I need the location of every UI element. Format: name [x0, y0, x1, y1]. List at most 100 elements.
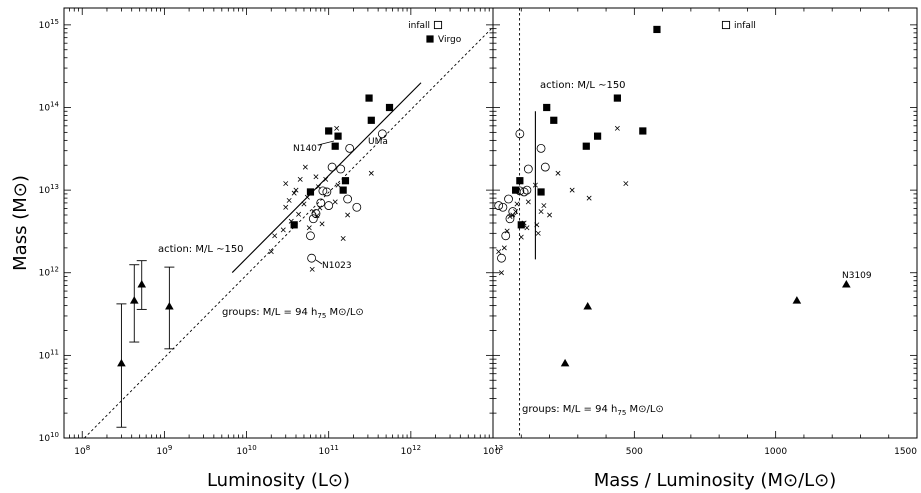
data-point-open-circle [336, 164, 346, 174]
x-axis-label-right: Mass / Luminosity (M⊙/L⊙) [594, 470, 837, 491]
data-point-filled-triangle [137, 280, 147, 288]
data-point-cross [291, 190, 297, 196]
right-panel: 0 500 1000 1500 Mass / Luminosity (M⊙/L⊙) inf… [492, 7, 918, 491]
data-point-filled-square [365, 94, 373, 102]
y-tick-label: 1010 [39, 431, 59, 444]
data-point-open-circle [523, 164, 533, 174]
x-tick-label: 1500 [894, 447, 917, 457]
data-point-open-circle [377, 129, 387, 139]
y-axis-label: Mass (M⊙) [10, 175, 31, 271]
data-point-open-circle [345, 143, 355, 153]
data-point-cross [504, 228, 510, 234]
data-point-cross [541, 203, 547, 209]
y-tick-label: 1015 [39, 18, 59, 31]
data-point-cross [368, 170, 374, 176]
data-point-cross [306, 225, 312, 231]
x-axis-label: Luminosity (L⊙) [207, 470, 350, 491]
data-point-cross [340, 235, 346, 241]
y-tick-label: 1011 [39, 348, 59, 361]
groups-annotation: groups: M/L = 94 h75 M⊙/L⊙ [222, 307, 364, 320]
x-tick-label: 1000 [764, 447, 787, 457]
data-point-cross [524, 225, 530, 231]
label-n1023: N1023 [322, 261, 352, 271]
data-point-cross [496, 249, 502, 255]
data-point-filled-square [339, 186, 347, 194]
data-point-cross [302, 164, 308, 170]
data-point-filled-square [543, 103, 551, 112]
data-point-open-circle [308, 214, 318, 224]
label-n3109: N3109 [842, 271, 872, 281]
y-tick-label: 1013 [39, 183, 59, 196]
data-point-filled-triangle [129, 296, 139, 304]
data-point-cross [317, 205, 323, 211]
data-point-filled-square [582, 142, 590, 150]
data-point-cross [569, 187, 575, 193]
data-point-cross [538, 209, 544, 215]
action-annotation: action: M/L ∼150 [158, 244, 244, 255]
legend-infall-marker [433, 20, 443, 30]
data-point-open-circle [498, 202, 508, 212]
data-point-filled-square [367, 116, 375, 124]
data-point-cross [510, 212, 516, 218]
legend-virgo-label: Virgo [438, 35, 462, 45]
data-point-cross [513, 209, 519, 215]
data-point-filled-square [639, 127, 647, 135]
data-point-cross [507, 213, 513, 219]
data-point-filled-square [331, 142, 339, 150]
data-point-cross [268, 249, 274, 255]
data-point-cross [315, 184, 321, 190]
data-point-filled-square [653, 25, 661, 34]
data-point-cross [283, 204, 289, 210]
legend-infall-label: infall [408, 21, 430, 31]
data-point-cross [498, 270, 504, 276]
data-point-open-circle [352, 202, 362, 212]
data-point-cross [296, 211, 302, 217]
data-point-filled-square [593, 132, 602, 140]
right-frame [492, 7, 918, 439]
x-tick-label: 109 [156, 444, 172, 457]
data-point-open-circle [515, 129, 525, 139]
data-point-open-circle [307, 253, 317, 263]
data-point-cross [319, 221, 325, 227]
data-point-filled-square [516, 177, 524, 185]
data-point-filled-triangle [792, 296, 802, 304]
data-point-cross [286, 197, 292, 203]
data-point-cross [311, 209, 317, 215]
data-point-open-circle [343, 194, 353, 204]
groups-ml-line [83, 26, 494, 439]
label-uma: UMa [368, 137, 388, 147]
data-point-cross [586, 195, 592, 201]
n1407-pointer [317, 140, 335, 146]
data-point-open-circle [494, 201, 504, 210]
data-point-cross [518, 234, 524, 240]
n1023-pointer [315, 259, 323, 265]
data-point-open-circle [497, 253, 506, 263]
legend-virgo-marker [426, 35, 434, 43]
data-point-cross [501, 245, 507, 251]
data-point-filled-square [325, 127, 333, 135]
data-point-filled-square [334, 132, 342, 140]
x-tick-label: 1010 [236, 444, 256, 457]
action-annotation-right: action: M/L ∼150 [540, 80, 626, 91]
data-point-open-circle [505, 214, 515, 224]
data-point-cross [521, 220, 527, 226]
data-point-open-circle [540, 162, 550, 172]
data-point-filled-triangle [842, 280, 851, 288]
data-point-open-circle [504, 194, 513, 204]
y-tick-label: 1012 [39, 266, 59, 279]
groups-annotation-right: groups: M/L = 94 h75 M⊙/L⊙ [522, 404, 664, 417]
data-point-filled-square [290, 221, 298, 229]
data-point-cross [534, 222, 540, 228]
data-point-open-circle [322, 187, 332, 197]
data-point-cross [532, 182, 538, 188]
data-point-open-circle [515, 186, 525, 196]
data-point-cross [323, 176, 329, 182]
data-point-cross [301, 201, 307, 207]
data-point-open-circle [536, 143, 546, 153]
data-point-filled-square [613, 94, 621, 102]
data-point-cross [525, 199, 531, 205]
data-point-filled-square [550, 116, 558, 124]
legend-infall-marker-right [721, 20, 731, 30]
data-point-filled-square [517, 221, 525, 229]
